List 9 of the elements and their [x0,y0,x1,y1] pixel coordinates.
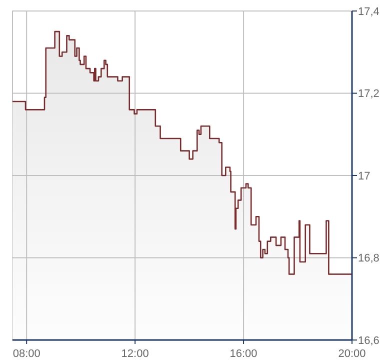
y-tick-label: 17 [358,170,370,182]
x-tick-label: 20:00 [338,348,366,360]
y-tick-label: 17,4 [358,6,380,18]
x-tick-label: 12:00 [121,348,149,360]
y-tick-label: 16,6 [358,334,380,347]
x-tick-label: 16:00 [230,348,258,360]
y-tick-label: 16,8 [358,252,380,265]
y-tick-label: 17,2 [358,88,380,100]
x-tick-label: 08:00 [12,348,40,360]
